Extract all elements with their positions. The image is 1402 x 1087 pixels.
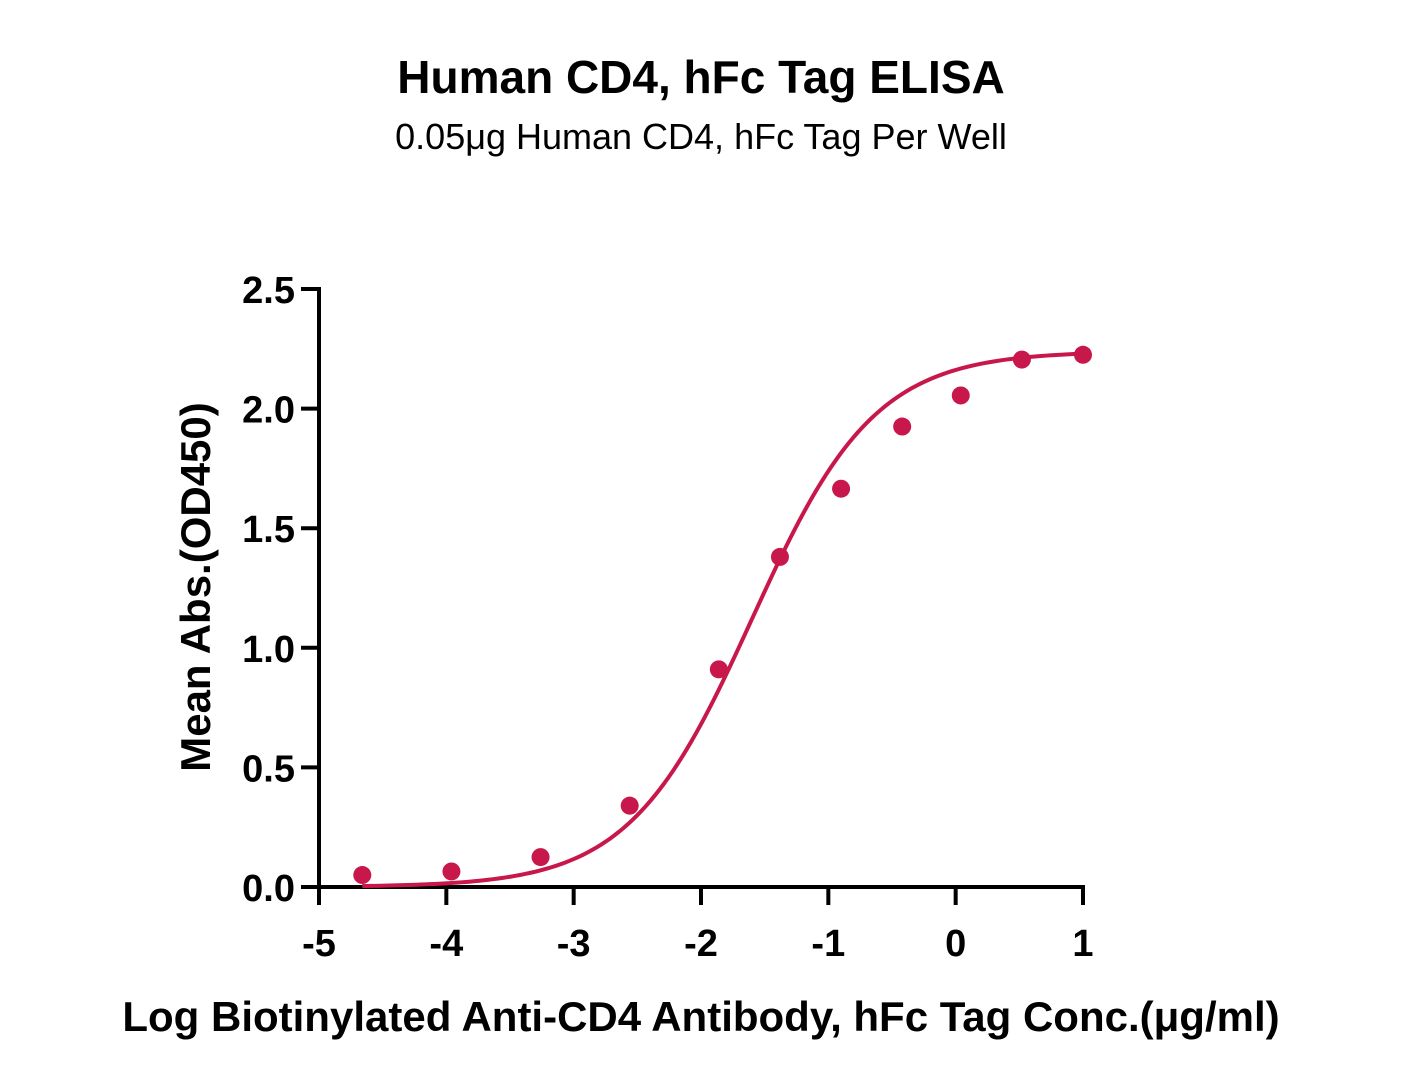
data-point bbox=[893, 417, 912, 436]
data-point bbox=[1074, 345, 1092, 364]
data-point bbox=[531, 848, 550, 867]
x-axis-label: Log Biotinylated Anti-CD4 Antibody, hFc … bbox=[122, 993, 1279, 1040]
y-tick-label: 0.5 bbox=[242, 748, 295, 790]
data-point bbox=[620, 796, 639, 815]
data-point bbox=[832, 479, 851, 498]
chart-title: Human CD4, hFc Tag ELISA bbox=[397, 51, 1005, 103]
x-tick-label: 0 bbox=[945, 923, 966, 965]
y-tick-label: 0.0 bbox=[242, 868, 295, 910]
y-tick-label: 2.5 bbox=[242, 270, 295, 312]
y-ticks: 0.0 0.5 1.0 1.5 2.0 2.5 bbox=[242, 270, 319, 910]
fit-curve bbox=[362, 351, 1084, 889]
data-point bbox=[951, 386, 970, 405]
x-ticks: -5 -4 -3 -2 -1 0 1 bbox=[302, 887, 1094, 965]
x-tick-label: -5 bbox=[302, 923, 336, 965]
x-tick-label: -4 bbox=[429, 923, 463, 965]
x-tick-label: -3 bbox=[557, 923, 591, 965]
data-points bbox=[353, 345, 1092, 885]
y-tick-label: 1.0 bbox=[242, 629, 295, 671]
y-axis-label: Mean Abs.(OD450) bbox=[172, 402, 219, 772]
x-tick-label: -1 bbox=[811, 923, 845, 965]
chart-subtitle: 0.05μg Human CD4, hFc Tag Per Well bbox=[395, 116, 1007, 157]
y-tick-label: 2.0 bbox=[242, 390, 295, 432]
data-point bbox=[353, 866, 372, 885]
data-point bbox=[709, 660, 728, 679]
data-point bbox=[1012, 350, 1031, 369]
axes bbox=[317, 287, 1085, 889]
data-point bbox=[442, 862, 461, 881]
x-tick-label: 1 bbox=[1072, 923, 1093, 965]
x-tick-label: -2 bbox=[684, 923, 718, 965]
y-tick-label: 1.5 bbox=[242, 509, 295, 551]
data-point bbox=[770, 547, 789, 566]
